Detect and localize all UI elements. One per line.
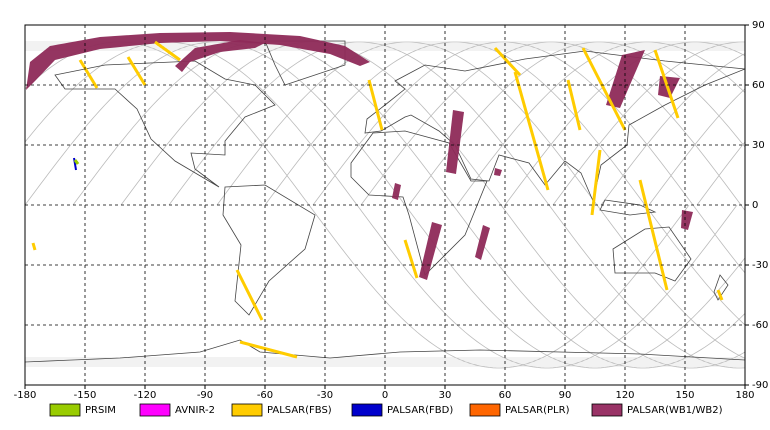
x-tick-label: -30: [317, 390, 333, 401]
orbit-track: [408, 41, 745, 206]
swath: [175, 40, 265, 72]
indonesia: [599, 199, 657, 216]
legend-label: PALSAR(PLR): [505, 405, 570, 416]
y-tick-label: 60: [752, 80, 765, 91]
swath: [419, 222, 442, 280]
plot-border: [24, 24, 746, 386]
legend-swatch: [139, 403, 171, 417]
swath: [73, 159, 80, 165]
swath: [31, 40, 724, 359]
swath: [475, 225, 490, 260]
legend-swatch: [49, 403, 81, 417]
swath: [681, 210, 693, 230]
legend-swatch: [351, 403, 383, 417]
swath: [494, 168, 502, 176]
north-america: [54, 60, 276, 188]
orbit-track: [600, 53, 745, 206]
legend-label: PALSAR(WB1/WB2): [627, 405, 723, 416]
x-tick-label: -90: [197, 390, 213, 401]
swath: [392, 183, 401, 200]
south-america: [222, 184, 316, 316]
x-tick-label: -180: [14, 390, 37, 401]
x-tick-label: -150: [74, 390, 97, 401]
x-tick-label: 180: [735, 390, 754, 401]
legend-label: AVNIR-2: [175, 405, 215, 416]
swath: [446, 110, 464, 174]
australia: [612, 226, 692, 282]
legend-label: PRSIM: [85, 405, 116, 416]
axes: -180 -150 -120 -90 -60 -30 0 30 60 90 120 150 180 90 6…: [14, 20, 768, 417]
legend-swatch: [591, 403, 623, 417]
legend-label: PALSAR(FBS): [267, 405, 332, 416]
x-tick-label: 150: [675, 390, 694, 401]
x-tick-label: -60: [257, 390, 273, 401]
x-tick-label: 0: [382, 390, 388, 401]
x-tick-label: 120: [615, 390, 634, 401]
orbit-track: [552, 41, 745, 206]
new-zealand: [713, 274, 729, 301]
x-tick-label: 30: [439, 390, 452, 401]
y-tick-label: 30: [752, 140, 765, 151]
africa: [350, 130, 488, 276]
y-tick-label: 90: [752, 20, 765, 31]
x-tick-label: 90: [559, 390, 572, 401]
swaths: [26, 32, 724, 359]
legend-swatch: [469, 403, 501, 417]
x-tick-label: -120: [134, 390, 157, 401]
y-tick-label: -60: [752, 320, 768, 331]
x-tick-label: 60: [499, 390, 512, 401]
legend-swatch: [231, 403, 263, 417]
orbit-track: [456, 41, 745, 206]
swath: [26, 32, 370, 90]
y-tick-label: 0: [752, 200, 758, 211]
y-tick-label: -90: [752, 380, 768, 391]
swath: [606, 50, 645, 108]
y-tick-label: -30: [752, 260, 768, 271]
swath: [73, 157, 77, 171]
legend-label: PALSAR(FBD): [387, 405, 453, 416]
antarctica: [25, 339, 745, 363]
